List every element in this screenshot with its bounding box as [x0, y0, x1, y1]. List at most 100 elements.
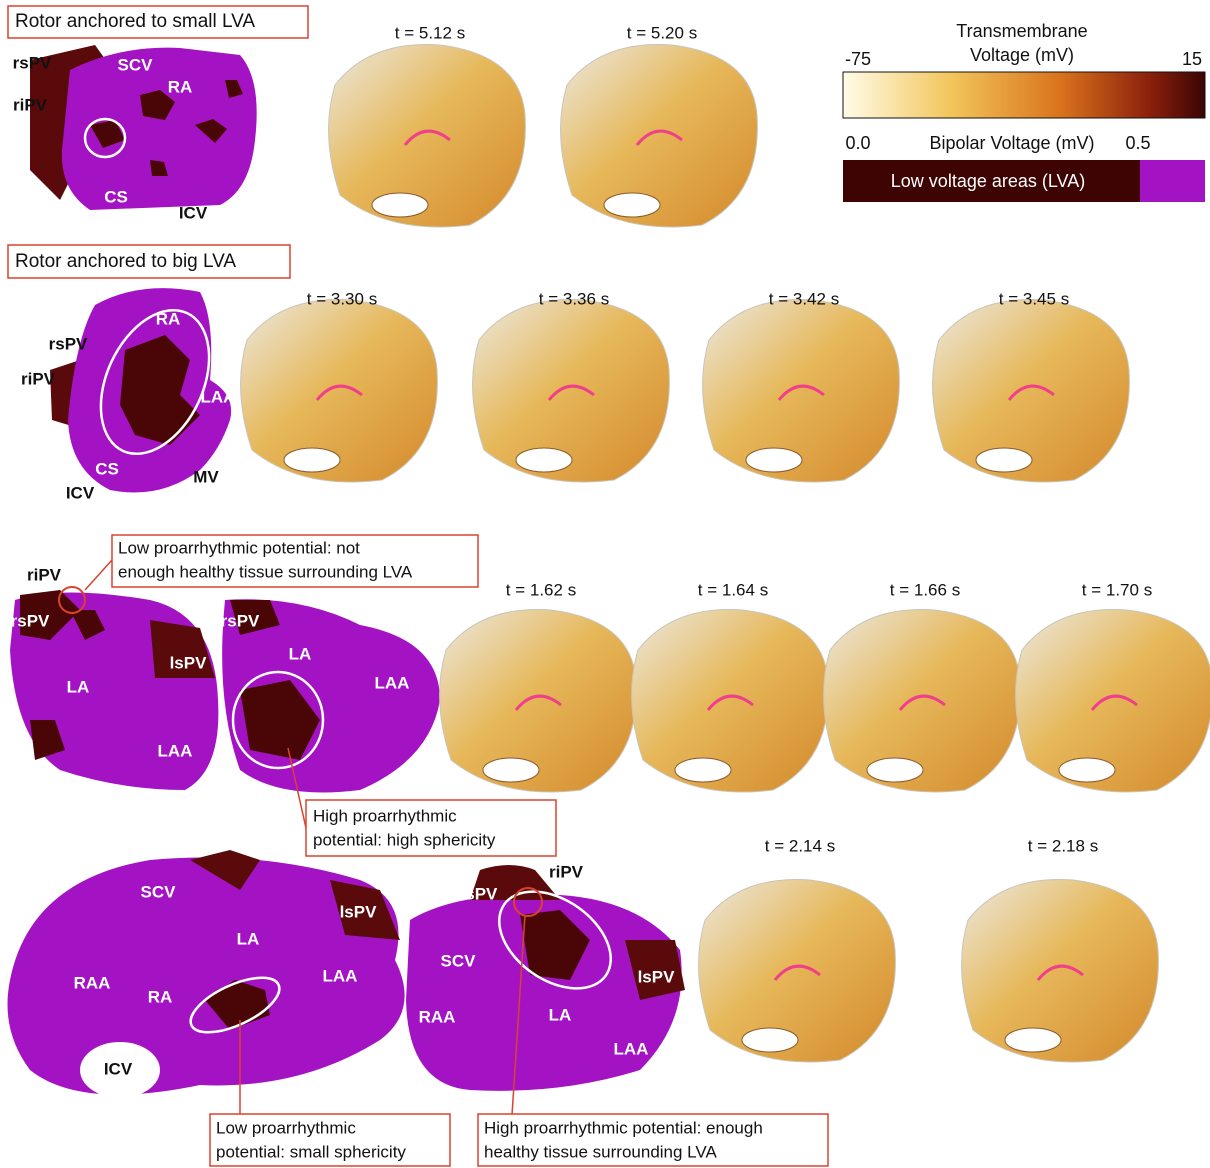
sim-opening [866, 757, 924, 783]
sim-opening [482, 757, 540, 783]
anatomy-label: rsPV [11, 611, 50, 630]
anatomy-label: rsPV [459, 884, 498, 903]
bipolar-min: 0.0 [845, 133, 870, 153]
rotor-arrow [514, 694, 562, 711]
leader-line [287, 747, 307, 829]
opening [80, 1042, 160, 1098]
sim-opening [741, 1027, 799, 1053]
anatomy-label: LA [67, 677, 90, 696]
anatomy-label: lsPV [340, 902, 378, 921]
anatomy-label: lsPV [638, 967, 676, 986]
simulation-model [932, 299, 1130, 483]
anatomy-label: lsPV [170, 653, 208, 672]
lva-patch [520, 910, 590, 980]
anatomy-label: RAA [74, 973, 111, 992]
lva-patch [90, 80, 243, 176]
atrium-shape [406, 894, 682, 1091]
anatomy-label: LAA [614, 1039, 649, 1058]
bipolar-label: Bipolar Voltage (mV) [929, 133, 1094, 153]
lva-patch [230, 600, 320, 760]
simulation-model [560, 44, 758, 228]
simulation-model [698, 879, 896, 1063]
atrium-shape [7, 857, 405, 1095]
annotation: potential: high sphericity [313, 830, 496, 849]
rotor-arrow [547, 384, 595, 401]
anatomy-label: ICV [179, 203, 208, 222]
annotation: enough healthy tissue surrounding LVA [118, 562, 413, 581]
sim-opening [975, 447, 1033, 473]
leader-line [84, 559, 113, 591]
anatomy-label: ICV [66, 483, 95, 502]
pv-shape [470, 865, 685, 1000]
time-label: t = 5.12 s [395, 23, 465, 42]
sim-surface [961, 879, 1159, 1063]
anatomy-label: rsPV [49, 334, 88, 353]
anatomy-label: riPV [549, 862, 584, 881]
sim-surface [560, 44, 758, 228]
sim-surface [328, 44, 526, 228]
anatomy-label: LAA [201, 387, 236, 406]
sim-opening [371, 192, 429, 218]
rotor-arrow [1036, 964, 1084, 981]
time-label: t = 1.64 s [698, 580, 768, 599]
lva-circle [58, 586, 86, 614]
sim-opening [1004, 1027, 1062, 1053]
annotation: Low proarrhythmic potential: not [118, 538, 360, 557]
anatomy-label: LA [549, 1005, 572, 1024]
colorbar-max: 15 [1182, 49, 1202, 69]
simulation-model [472, 299, 670, 483]
anatomy-label: RA [168, 77, 193, 96]
anatomy-label: LAA [375, 673, 410, 692]
lva-circle [99, 308, 211, 456]
rotor-arrow [403, 129, 451, 146]
simulation-model [631, 609, 829, 793]
sim-surface [1015, 609, 1210, 793]
time-label: t = 1.62 s [506, 580, 576, 599]
lva-circle [83, 117, 127, 159]
sim-opening [1058, 757, 1116, 783]
anatomy-label: LA [289, 644, 312, 663]
pv-shape [190, 850, 400, 940]
rotor-arrow [898, 694, 946, 711]
time-label: t = 3.30 s [307, 289, 377, 308]
anatomy-label: RA [156, 309, 181, 328]
annotation-box [477, 1113, 829, 1167]
lva-label: Low voltage areas (LVA) [891, 171, 1085, 191]
anatomy-label: RAA [419, 1007, 456, 1026]
anatomy-label: riPV [27, 565, 62, 584]
anatomy-label: RA [148, 987, 173, 1006]
row-title: Rotor anchored to big LVA [15, 251, 236, 272]
sim-surface [932, 299, 1130, 483]
sim-opening [515, 447, 573, 473]
row-title-box [7, 244, 291, 279]
time-label: t = 2.18 s [1028, 836, 1098, 855]
annotation-box [111, 534, 479, 588]
colorbar-min: -75 [845, 49, 871, 69]
rotor-arrow [706, 694, 754, 711]
anatomy-label: LAA [323, 966, 358, 985]
sim-opening [745, 447, 803, 473]
row-title: Rotor anchored to small LVA [15, 11, 255, 32]
sim-opening [603, 192, 661, 218]
simulation-model [240, 299, 438, 483]
colorbar-title: Voltage (mV) [970, 45, 1074, 65]
time-label: t = 2.14 s [765, 836, 835, 855]
anatomy-label: SCV [118, 55, 154, 74]
row-title-box [7, 5, 309, 39]
anatomy-label: CS [164, 1087, 188, 1106]
anatomy-label: riPV [21, 369, 56, 388]
lva-circle [189, 976, 281, 1034]
lva-swatch [843, 160, 1140, 202]
heart-models [7, 45, 685, 1116]
sim-surface [240, 299, 438, 483]
time-label: t = 3.42 s [769, 289, 839, 308]
anatomy-label: rsPV [13, 53, 52, 72]
anatomy-label: rsPV [221, 611, 260, 630]
bipolar-max: 0.5 [1125, 133, 1150, 153]
sim-opening [674, 757, 732, 783]
anatomy-label: SCV [441, 951, 477, 970]
simulation-model [961, 879, 1159, 1063]
simulation-model [439, 609, 637, 793]
time-label: t = 3.45 s [999, 289, 1069, 308]
